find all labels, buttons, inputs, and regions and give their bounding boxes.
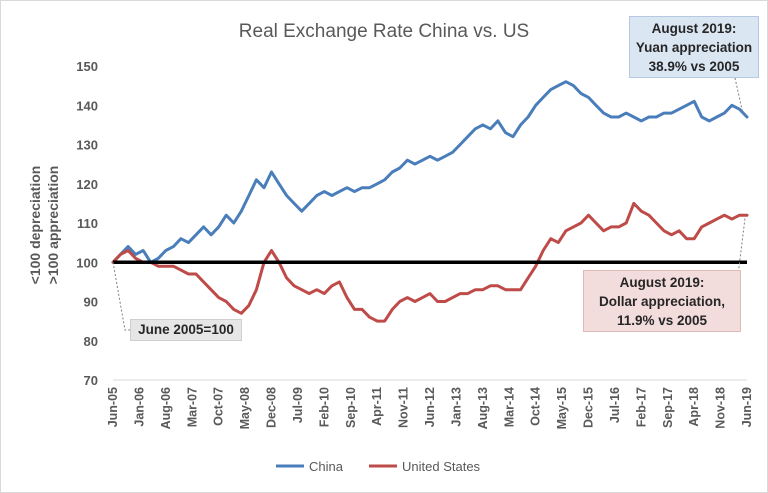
y-tick-label: 90 [84, 295, 98, 310]
x-tick-label: Aug-13 [476, 387, 490, 429]
y-tick-label: 80 [84, 334, 98, 349]
series-line-united-states [111, 201, 749, 323]
chart-title: Real Exchange Rate China vs. US [239, 21, 529, 42]
y-tick-label: 120 [76, 177, 98, 192]
china-annotation-line2: Yuan appreciation [635, 40, 753, 55]
y-axis-label: <100 depreciation >100 appreciation [27, 166, 61, 285]
x-tick-label: Sep-10 [344, 387, 358, 428]
x-tick-label: May-08 [238, 387, 252, 429]
us-annotation-line1: August 2019: [619, 275, 705, 290]
y-axis-label-line1: <100 depreciation [27, 166, 43, 285]
x-tick-label: Jun-19 [740, 387, 754, 427]
x-tick-label: Dec-15 [582, 387, 596, 428]
series-layer [111, 80, 749, 323]
x-tick-label: Feb-10 [317, 387, 331, 427]
us-annotation-line3: 11.9% vs 2005 [616, 313, 708, 328]
china-annotation-box: August 2019: Yuan appreciation 38.9% vs … [629, 16, 759, 78]
base-annotation-box: June 2005=100 [130, 319, 242, 341]
legend-label: China [309, 459, 344, 474]
y-axis-label-line2: >100 appreciation [45, 166, 61, 285]
series-line-china [111, 80, 749, 264]
x-tick-label: Mar-14 [502, 387, 516, 427]
x-tick-label: Jul-16 [608, 387, 622, 423]
x-tick-label: May-15 [555, 387, 569, 429]
x-tick-label: Apr-11 [370, 387, 384, 426]
y-tick-label: 130 [76, 138, 98, 153]
x-tick-label: Jan-06 [132, 387, 146, 427]
y-tick-label: 100 [76, 255, 98, 270]
legend-label: United States [402, 459, 481, 474]
us-annotation-line2: Dollar appreciation, [598, 294, 726, 309]
x-tick-label: Dec-08 [265, 387, 279, 428]
x-tick-label: Jun-12 [423, 387, 437, 427]
china-annotation-line1: August 2019: [651, 21, 737, 36]
x-tick-label: Nov-11 [397, 387, 411, 428]
y-tick-labels: 70 80 90 100 110 120 130 140 150 [76, 59, 98, 388]
x-tick-label: Feb-17 [634, 387, 648, 427]
x-tick-label: Jun-05 [106, 387, 120, 427]
y-tick-label: 110 [77, 216, 98, 231]
y-tick-label: 70 [84, 373, 98, 388]
base-annotation-leader [112, 262, 130, 331]
x-tick-label: Oct-07 [212, 387, 226, 426]
x-tick-label: Jul-09 [291, 387, 305, 423]
x-tick-label: Mar-07 [185, 387, 199, 427]
legend: China United States [276, 459, 481, 474]
x-tick-label: Nov-18 [714, 387, 728, 429]
y-tick-label: 140 [76, 98, 98, 113]
x-tick-labels: Jun-05 Jan-06 Aug-06 Mar-07 Oct-07 May-08 Dec-… [106, 387, 754, 429]
base-annotation-label: June 2005=100 [138, 322, 234, 337]
y-tick-label: 150 [76, 59, 98, 74]
x-tick-label: Sep-17 [661, 387, 675, 428]
x-tick-label: Oct-14 [529, 387, 543, 426]
x-tick-label: Apr-18 [687, 387, 701, 427]
x-tick-label: Aug-06 [159, 387, 173, 429]
x-tick-label: Jan-13 [449, 387, 463, 427]
us-annotation-box: August 2019: Dollar appreciation, 11.9% … [583, 270, 741, 332]
china-annotation-line3: 38.9% vs 2005 [648, 59, 740, 74]
